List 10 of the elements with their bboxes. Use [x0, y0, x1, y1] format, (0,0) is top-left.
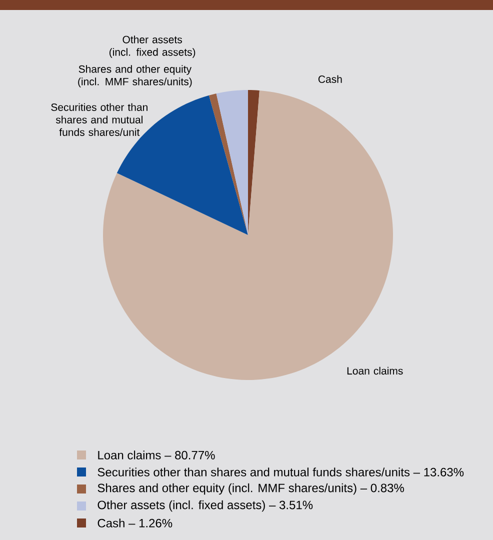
legend-label: Securities other than shares and mutual funds shares/units – 13.63% — [98, 468, 464, 476]
text: Loan claims — [347, 366, 403, 375]
legend-label: Loan claims – 80.77% — [98, 450, 215, 460]
legend-label: Shares and other equity (incl. MMF shares/units) – 0.83% — [98, 483, 404, 495]
text: Cash — [318, 75, 342, 83]
text: Securities other than shares and mutual funds shares/unit — [51, 103, 148, 136]
text: Other assets (incl. fixed assets) — [110, 36, 196, 58]
text: Shares and other equity (incl. MMF shares/units) — [78, 65, 192, 88]
legend-label: Cash – 1.26% — [98, 518, 172, 528]
legend-label: Other assets (incl. fixed assets) – 3.51% — [98, 500, 313, 512]
